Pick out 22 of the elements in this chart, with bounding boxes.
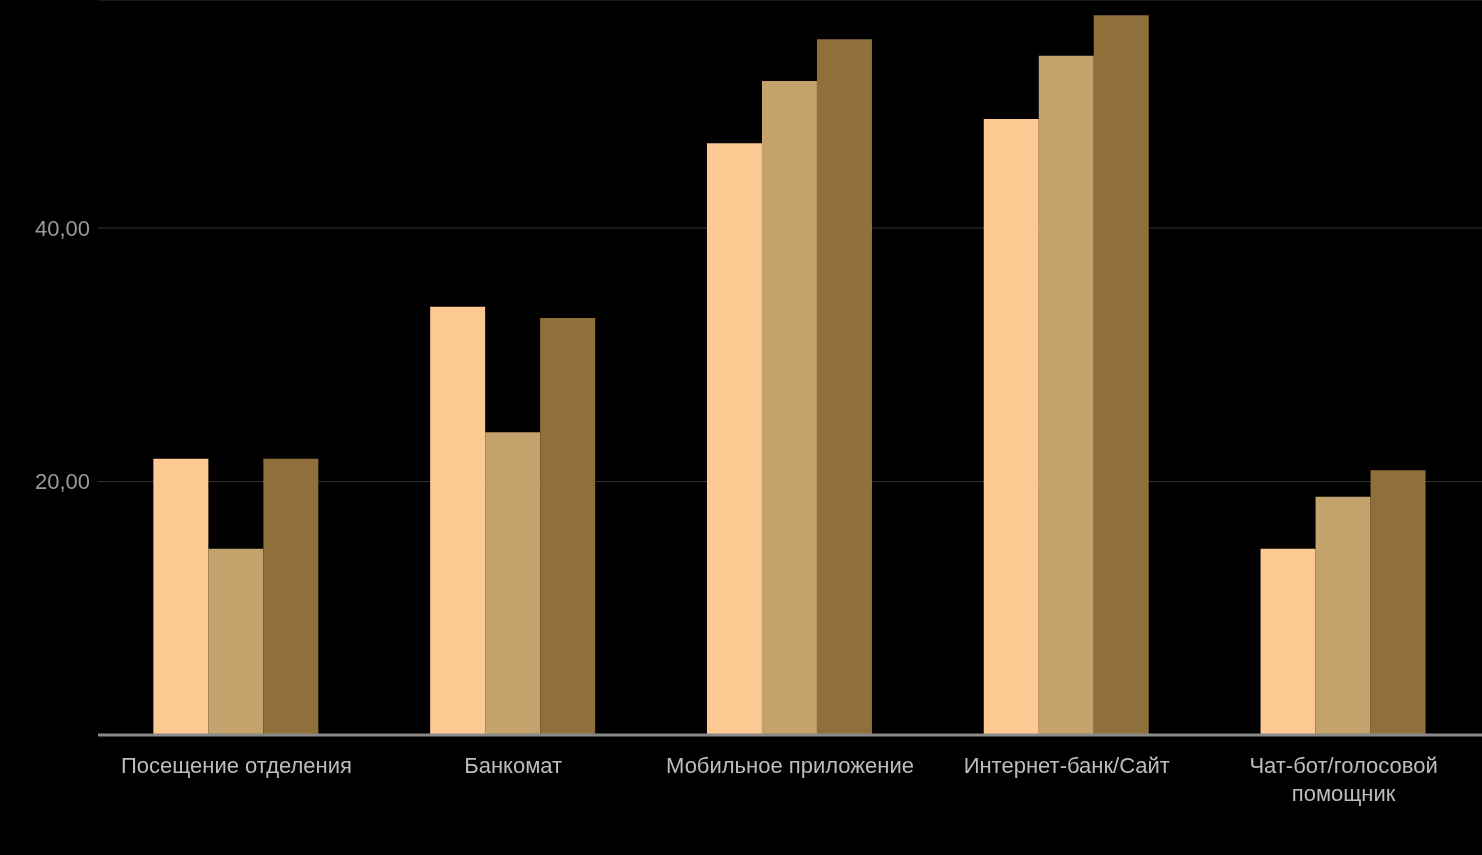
bar	[816, 39, 872, 735]
bar	[706, 143, 762, 735]
bar	[983, 119, 1039, 735]
bar	[263, 458, 319, 735]
bar	[1370, 470, 1426, 735]
x-tick-label: Банкомат	[464, 753, 563, 778]
y-tick-label: 20,00	[34, 469, 90, 495]
bar	[153, 458, 209, 735]
bar	[1093, 15, 1149, 735]
x-tick-label: Мобильное приложение	[666, 753, 914, 778]
x-tick-label: Посещение отделения	[120, 753, 352, 778]
bar	[1260, 548, 1316, 735]
bar	[540, 318, 596, 735]
x-tick-label: Чат-бот/голосовой помощник	[1249, 753, 1438, 806]
bar	[1038, 55, 1094, 735]
bar	[430, 306, 486, 735]
bar	[208, 548, 264, 735]
bar	[761, 81, 817, 735]
bar	[1315, 496, 1371, 735]
x-tick-label: Интернет-банк/Сайт	[963, 753, 1170, 778]
bar	[485, 432, 541, 735]
y-tick-label: 40,00	[34, 215, 90, 241]
